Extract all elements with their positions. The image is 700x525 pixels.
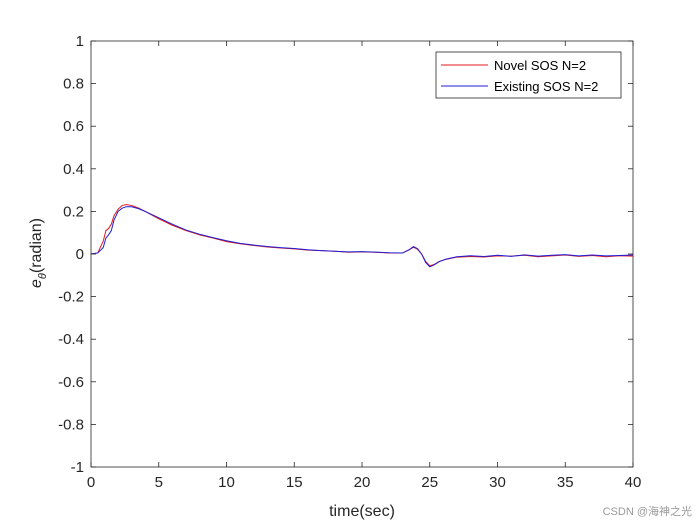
x-tick-label: 20	[354, 474, 371, 491]
x-tick-label: 25	[421, 474, 438, 491]
series-layer	[90, 204, 634, 268]
y-tick-label: 0.6	[63, 118, 84, 135]
ticks-layer: 0 5 10 15 20 25 30 35 40 -1 -0.8 -0.6 -0.4 -0.2 0 0.2 0.…	[58, 33, 641, 491]
y-tick-label: 0	[76, 246, 84, 263]
y-axis-label-symbol: e	[28, 279, 45, 288]
y-tick-label: 0.4	[63, 161, 84, 178]
axes-box	[90, 40, 634, 468]
x-tick-label: 40	[625, 474, 642, 491]
x-axis-label: time(sec)	[329, 503, 395, 520]
legend-label-novel: Novel SOS N=2	[494, 58, 586, 73]
y-tick-label: 0.8	[63, 76, 84, 93]
legend-label-existing: Existing SOS N=2	[494, 79, 598, 94]
x-tick-label: 30	[489, 474, 506, 491]
y-axis-label-unit: (radian)	[28, 218, 45, 273]
x-tick-label: 35	[557, 474, 574, 491]
series-line-existing	[90, 206, 634, 268]
x-tick-label: 15	[286, 474, 303, 491]
y-tick-label: -0.4	[58, 331, 84, 348]
plot-area: 0 5 10 15 20 25 30 35 40 -1 -0.8 -0.6 -0.4 -0.2 0 0.2 0.…	[58, 33, 641, 491]
x-tick-label: 5	[155, 474, 163, 491]
x-tick-label: 10	[218, 474, 235, 491]
x-tick-label: 0	[87, 474, 95, 491]
legend: Novel SOS N=2 Existing SOS N=2	[435, 51, 622, 99]
y-tick-label: -0.8	[58, 416, 84, 433]
watermark: CSDN @海神之光	[603, 504, 692, 518]
y-axis-label: eθ(radian)	[28, 218, 49, 288]
legend-box	[435, 51, 622, 99]
y-tick-label: 0.2	[63, 203, 84, 220]
y-tick-label: 1	[76, 33, 84, 50]
y-tick-label: -0.2	[58, 289, 84, 306]
y-tick-label: -1	[71, 459, 84, 476]
y-tick-label: -0.6	[58, 374, 84, 391]
y-axis-label-subscript: θ	[37, 273, 49, 279]
